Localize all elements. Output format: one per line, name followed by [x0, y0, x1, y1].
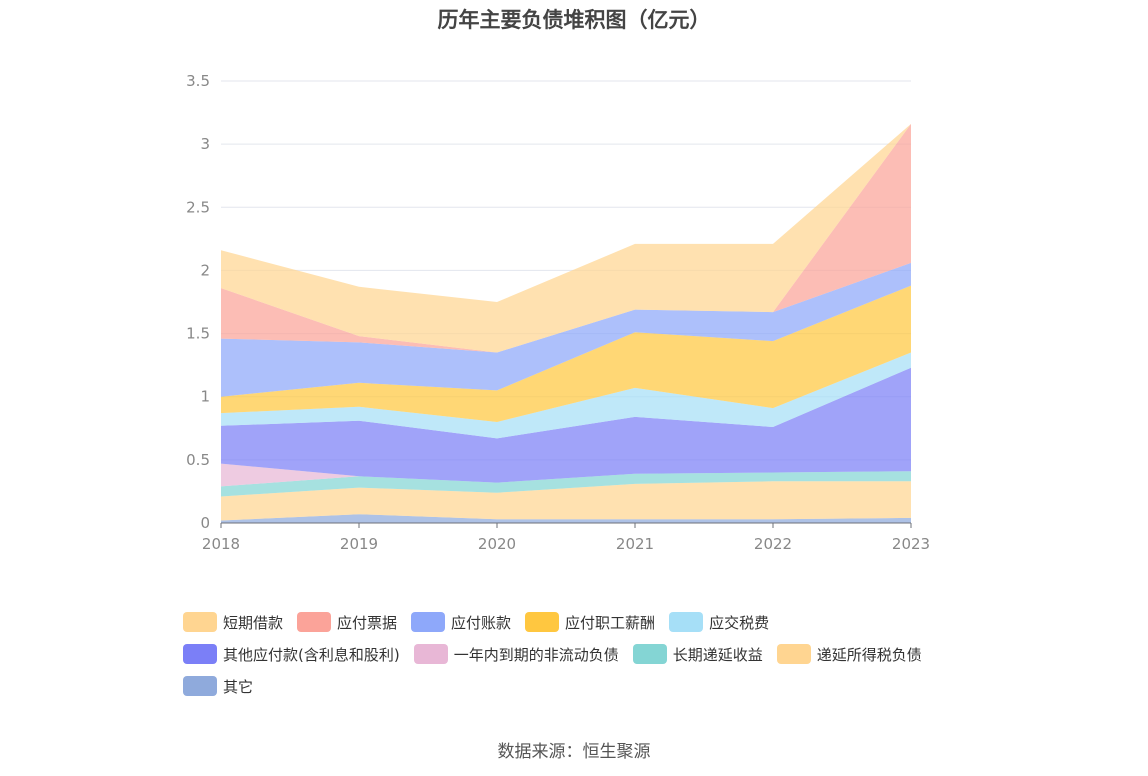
x-tick-label: 2022 — [754, 535, 792, 553]
legend-swatch — [669, 612, 704, 632]
source-note: 数据来源：恒生聚源 — [497, 742, 651, 762]
area-series-应付账款 — [221, 262, 911, 397]
legend-item[interactable]: 短期借款 — [183, 612, 283, 633]
legend-swatch — [411, 612, 446, 632]
legend-label: 递延所得税负债 — [816, 645, 922, 664]
y-tick-label: 3 — [200, 135, 210, 153]
y-tick-label: 2 — [200, 261, 210, 279]
legend-label: 其它 — [223, 677, 254, 696]
legend-item[interactable]: 应付职工薪酬 — [525, 612, 655, 633]
area-series-应付职工薪酬 — [221, 285, 911, 422]
legend-swatch — [183, 612, 217, 632]
legend-item[interactable]: 应付票据 — [297, 612, 397, 633]
legend-item[interactable]: 其它 — [183, 676, 253, 697]
legend-label: 一年内到期的非流动负债 — [453, 645, 619, 664]
legend-label: 应付账款 — [451, 613, 512, 632]
area-series-短期借款 — [221, 123, 911, 353]
area-series-长期递延收益 — [221, 471, 911, 497]
legend-swatch — [776, 644, 811, 664]
legend-swatch — [525, 612, 560, 632]
legend-label: 应付职工薪酬 — [565, 613, 656, 632]
legend-label: 短期借款 — [223, 613, 284, 632]
legend-swatch — [413, 644, 448, 664]
legend-swatch — [297, 612, 332, 632]
area-series-应付票据 — [221, 123, 911, 353]
legend-swatch — [632, 644, 667, 664]
legend-item[interactable]: 应付账款 — [411, 612, 511, 633]
legend-item[interactable]: 其他应付款(含利息和股利) — [183, 644, 400, 665]
legend: 短期借款 应付票据 应付账款 应付职工薪酬 应交税费其他应付款(含利息和股利) 一年内到期… — [183, 606, 983, 702]
legend-item[interactable]: 递延所得税负债 — [776, 644, 922, 665]
area-series-应交税费 — [221, 352, 911, 439]
x-tick-label: 2021 — [616, 535, 654, 553]
x-tick-label: 2018 — [202, 535, 240, 553]
area-series-其他应付款(含利息和股利) — [221, 367, 911, 483]
y-tick-label: 1 — [200, 388, 210, 406]
legend-row: 其它 — [183, 670, 983, 702]
legend-swatch — [183, 676, 217, 696]
axes: 0 0.5 1 1.5 2 2.5 3 3.5 2018 2019 2020 2021 2022 2023 — [186, 72, 930, 553]
legend-swatch — [183, 644, 217, 664]
x-tick-label: 2020 — [478, 535, 516, 553]
y-tick-label: 1.5 — [186, 325, 210, 343]
legend-label: 长期递延收益 — [672, 645, 763, 664]
area-series-递延所得税负债 — [221, 481, 911, 521]
legend-label: 应付票据 — [337, 613, 398, 632]
y-tick-label: 2.5 — [186, 198, 210, 216]
y-tick-label: 0 — [200, 514, 210, 532]
area-series-其它 — [221, 514, 911, 523]
chart-title: 历年主要负债堆积图（亿元） — [437, 8, 711, 32]
x-tick-label: 2019 — [340, 535, 378, 553]
y-tick-label: 0.5 — [186, 451, 210, 469]
legend-label: 应交税费 — [709, 613, 770, 632]
area-series — [221, 123, 911, 523]
x-tick-label: 2023 — [892, 535, 930, 553]
legend-label: 其他应付款(含利息和股利) — [223, 645, 400, 664]
legend-row: 其他应付款(含利息和股利) 一年内到期的非流动负债 长期递延收益 递延所得税负债 — [183, 638, 983, 670]
legend-item[interactable]: 长期递延收益 — [632, 644, 763, 665]
legend-item[interactable]: 应交税费 — [669, 612, 769, 633]
y-tick-label: 3.5 — [186, 72, 210, 90]
legend-item[interactable]: 一年内到期的非流动负债 — [413, 644, 619, 665]
legend-row: 短期借款 应付票据 应付账款 应付职工薪酬 应交税费 — [183, 606, 983, 638]
